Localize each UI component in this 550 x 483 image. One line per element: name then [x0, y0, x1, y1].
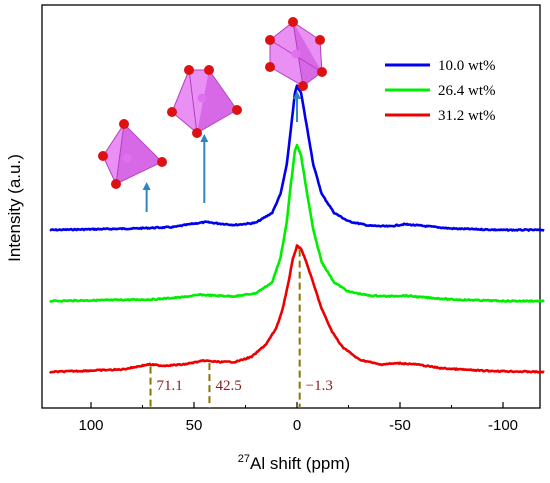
arrows-group [142, 91, 301, 212]
x-tick-label-0: 100 [78, 417, 103, 434]
plot-frame [41, 4, 541, 409]
series-line-0 [49, 84, 545, 232]
x-axis-title-main: Al shift (ppm) [250, 454, 350, 473]
series-group [48, 84, 545, 374]
tetrahedron-icon [98, 119, 167, 189]
legend-label-10wt: 10.0 wt% [438, 58, 496, 74]
x-tick-label-2: 0 [293, 417, 301, 434]
octahedron-icon [265, 17, 327, 91]
pentahedron-icon [167, 65, 242, 138]
peak-marker-label-0: 71.1 [157, 378, 183, 394]
series-line-1 [49, 143, 545, 303]
arrow-head-1 [200, 134, 209, 142]
peak-markers-group: 71.1 42.5 −1.3 [149, 249, 333, 408]
legend-label-26wt: 26.4 wt% [438, 83, 496, 99]
x-axis-title: 27Al shift (ppm) [238, 453, 350, 473]
y-axis-title: Intensity (a.u.) [5, 154, 24, 262]
x-tick-label-1: 50 [186, 417, 203, 434]
peak-marker-label-1: 42.5 [215, 378, 241, 394]
peak-marker-label-2: −1.3 [306, 378, 333, 394]
legend-label-31wt: 31.2 wt% [438, 108, 496, 124]
series-line-2 [48, 244, 545, 374]
arrow-head-2 [293, 91, 301, 99]
x-axis-title-superscript: 27 [238, 453, 250, 465]
x-tick-label-3: -50 [389, 417, 411, 434]
x-axis-tick-labels: 100 50 0 -50 -100 [78, 417, 518, 434]
x-axis-ticks [90, 402, 504, 408]
x-tick-label-4: -100 [488, 417, 518, 434]
arrow-head-0 [142, 182, 151, 190]
legend: 10.0 wt% 26.4 wt% 31.2 wt% [385, 58, 496, 124]
